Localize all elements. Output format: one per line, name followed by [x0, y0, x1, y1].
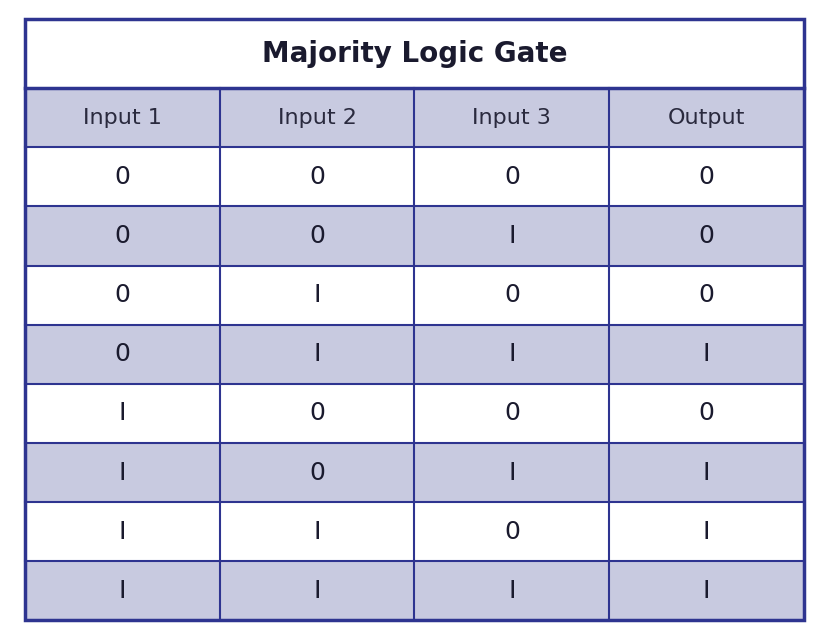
Text: 0: 0 — [503, 165, 519, 189]
Bar — [219, 384, 414, 443]
Text: 0: 0 — [114, 165, 130, 189]
Text: I: I — [313, 520, 320, 544]
Text: Input 3: Input 3 — [472, 108, 551, 128]
Bar — [609, 147, 803, 206]
Text: 0: 0 — [698, 283, 714, 307]
Text: I: I — [118, 401, 126, 425]
Bar — [609, 443, 803, 502]
Text: 0: 0 — [309, 461, 325, 484]
Text: 0: 0 — [114, 342, 130, 367]
Bar — [414, 88, 609, 147]
Text: I: I — [508, 224, 515, 248]
Bar — [219, 266, 414, 325]
Bar — [219, 206, 414, 266]
Text: 0: 0 — [114, 283, 130, 307]
Bar — [414, 384, 609, 443]
Bar — [414, 561, 609, 620]
Bar — [609, 561, 803, 620]
Text: I: I — [702, 579, 710, 603]
Bar — [219, 325, 414, 384]
Text: I: I — [508, 342, 515, 367]
Bar — [609, 206, 803, 266]
Bar — [25, 147, 219, 206]
Text: 0: 0 — [114, 224, 130, 248]
Bar — [219, 561, 414, 620]
Text: I: I — [313, 283, 320, 307]
Bar — [25, 19, 803, 88]
Bar — [219, 88, 414, 147]
Text: Output: Output — [667, 108, 744, 128]
Bar — [609, 384, 803, 443]
Text: I: I — [702, 520, 710, 544]
Bar — [414, 502, 609, 561]
Bar — [25, 384, 219, 443]
Bar — [609, 502, 803, 561]
Text: 0: 0 — [309, 165, 325, 189]
Bar — [414, 266, 609, 325]
Text: I: I — [508, 579, 515, 603]
Bar — [219, 443, 414, 502]
Bar — [25, 266, 219, 325]
Bar — [219, 502, 414, 561]
Text: I: I — [313, 579, 320, 603]
Text: 0: 0 — [698, 224, 714, 248]
Text: Input 2: Input 2 — [277, 108, 356, 128]
Text: 0: 0 — [503, 283, 519, 307]
Text: I: I — [508, 461, 515, 484]
Bar — [25, 88, 219, 147]
Bar — [25, 502, 219, 561]
Text: 0: 0 — [698, 401, 714, 425]
Bar — [414, 147, 609, 206]
Text: 0: 0 — [309, 224, 325, 248]
Bar — [609, 325, 803, 384]
Text: 0: 0 — [309, 401, 325, 425]
Bar — [25, 325, 219, 384]
Bar — [414, 325, 609, 384]
Bar — [414, 206, 609, 266]
Text: I: I — [118, 520, 126, 544]
Bar — [25, 206, 219, 266]
Bar — [414, 443, 609, 502]
Text: I: I — [313, 342, 320, 367]
Text: I: I — [702, 342, 710, 367]
Text: 0: 0 — [698, 165, 714, 189]
Bar — [609, 88, 803, 147]
Text: 0: 0 — [503, 520, 519, 544]
Bar — [25, 561, 219, 620]
Text: Input 1: Input 1 — [83, 108, 161, 128]
Text: Majority Logic Gate: Majority Logic Gate — [262, 40, 566, 68]
Bar — [25, 443, 219, 502]
Text: 0: 0 — [503, 401, 519, 425]
Text: I: I — [118, 461, 126, 484]
Bar — [219, 147, 414, 206]
Bar — [609, 266, 803, 325]
Text: I: I — [702, 461, 710, 484]
Text: I: I — [118, 579, 126, 603]
